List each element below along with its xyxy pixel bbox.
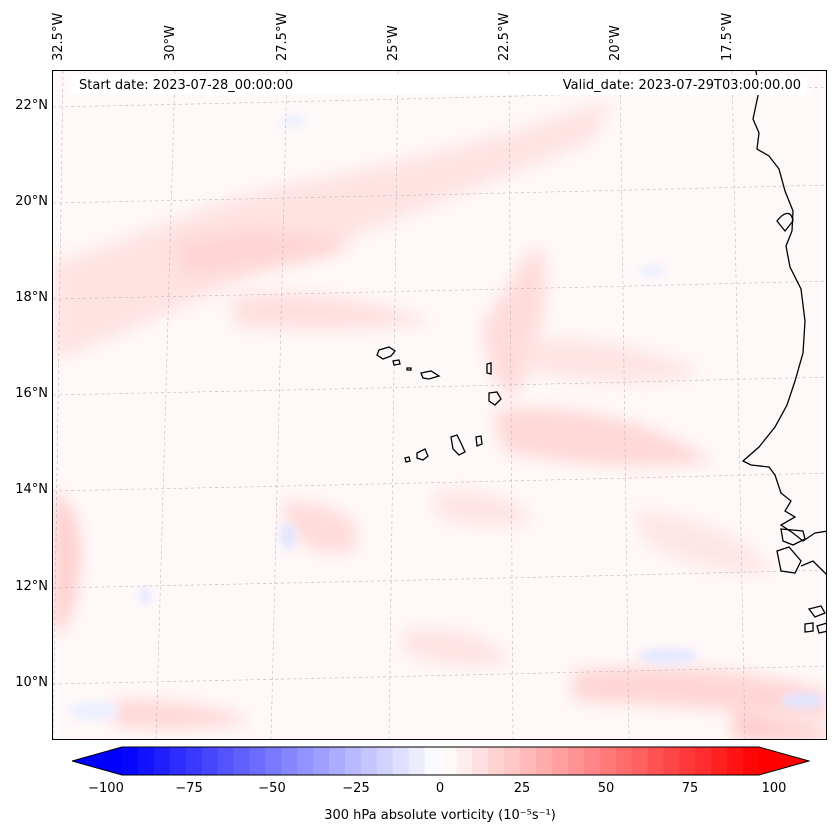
coastline-island-a: [807, 605, 826, 618]
date-info-bar: [72, 75, 807, 95]
coastline-guinea: [800, 560, 826, 575]
island-maio: [475, 435, 483, 447]
colorbar-segment: [424, 747, 441, 775]
colorbar-segment: [536, 747, 553, 775]
colorbar-segment: [504, 747, 521, 775]
colorbar-segment: [727, 747, 744, 775]
coastline-cap-blanc: [776, 212, 794, 233]
lon-label-25w: 25°W: [386, 25, 401, 61]
colorbar-segment: [583, 747, 601, 775]
coastline-guinea-bissau: [780, 528, 806, 546]
lat-label-20n: 20°N: [15, 194, 48, 209]
coastline-island-c: [804, 622, 814, 633]
colorbar-segment: [329, 747, 346, 775]
colorbar-tick: 25: [513, 781, 531, 796]
colorbar-segment: [631, 747, 649, 775]
colorbar-min-arrow: [72, 747, 122, 775]
colorbar-segment: [679, 747, 696, 775]
coastline-main: [741, 71, 826, 542]
island-fogo: [416, 448, 429, 461]
colorbar-segment: [137, 747, 155, 775]
coastline-island-b: [816, 622, 826, 634]
lon-label-32-5w: 32.5°W: [51, 12, 66, 61]
colorbar-segment: [169, 747, 187, 775]
colorbar-segment: [599, 747, 617, 775]
colorbar-segment: [440, 747, 457, 775]
lat-label-10n: 10°N: [15, 675, 48, 690]
cabo-verde-islands: [376, 346, 502, 463]
island-santa-luzia: [406, 367, 412, 371]
colorbar-segment: [265, 747, 282, 775]
lat-label-12n: 12°N: [15, 579, 48, 594]
coastline-bijagos: [776, 546, 802, 574]
colorbar-segment: [153, 747, 171, 775]
map-panel: [52, 70, 827, 740]
colorbar-segment: [185, 747, 203, 775]
colorbar-segment: [297, 747, 314, 775]
lat-label-16n: 16°N: [15, 386, 48, 401]
colorbar-outline: [72, 746, 810, 776]
colorbar-segment: [201, 747, 219, 775]
colorbar-segment: [392, 747, 410, 775]
colorbar-segment: [249, 747, 266, 775]
colorbar-tick: −25: [342, 781, 370, 796]
island-santo-antao: [376, 346, 396, 360]
colorbar: [72, 746, 810, 776]
island-sal: [486, 362, 492, 375]
island-sao-nicolau: [420, 370, 441, 380]
colorbar-segment: [488, 747, 505, 775]
lon-label-30w: 30°W: [163, 25, 178, 61]
colorbar-segment: [456, 747, 473, 775]
negative-vorticity-field: [68, 115, 825, 721]
colorbar-max-arrow: [759, 747, 809, 775]
vorticity-map: [53, 71, 826, 739]
colorbar-tick: −100: [88, 781, 124, 796]
colorbar-segment: [711, 747, 728, 775]
island-boa-vista: [488, 391, 502, 406]
lat-label-22n: 22°N: [15, 98, 48, 113]
map-gridlines: [53, 71, 826, 739]
colorbar-segment: [344, 747, 362, 775]
island-brava: [404, 456, 411, 463]
colorbar-tick: 100: [761, 781, 787, 796]
colorbar-segment: [217, 747, 234, 775]
colorbar-segment: [122, 747, 139, 775]
colorbar-segment: [663, 747, 680, 775]
west-africa-coastline: [741, 71, 826, 634]
colorbar-segment: [472, 747, 489, 775]
island-santiago: [450, 434, 466, 456]
colorbar-segments: [122, 747, 760, 775]
colorbar-segment: [408, 747, 426, 775]
lon-label-22-5w: 22.5°W: [497, 12, 512, 61]
colorbar-segment: [551, 747, 569, 775]
colorbar-segment: [360, 747, 378, 775]
colorbar-segment: [313, 747, 330, 775]
valid-date-text: Valid_date: 2023-07-29T03:00:00.00: [562, 78, 801, 93]
lon-label-20w: 20°W: [608, 25, 623, 61]
colorbar-tick: −75: [175, 781, 203, 796]
colorbar-segment: [520, 747, 537, 775]
colorbar-segment: [695, 747, 712, 775]
colorbar-tick: 50: [597, 781, 615, 796]
lat-label-14n: 14°N: [15, 482, 48, 497]
colorbar-tick: −50: [258, 781, 286, 796]
colorbar-segment: [647, 747, 664, 775]
island-sao-vicente: [392, 359, 401, 366]
lon-label-17-5w: 17.5°W: [720, 12, 735, 61]
colorbar-segment: [567, 747, 585, 775]
lon-label-27-5w: 27.5°W: [275, 12, 290, 61]
colorbar-segment: [281, 747, 298, 775]
colorbar-segment: [233, 747, 250, 775]
lat-label-18n: 18°N: [15, 290, 48, 305]
colorbar-label: 300 hPa absolute vorticity (10⁻⁵s⁻¹): [324, 808, 556, 823]
start-date-text: Start date: 2023-07-28_00:00:00: [79, 78, 294, 93]
colorbar-segment: [615, 747, 633, 775]
colorbar-tick: 0: [435, 781, 445, 796]
colorbar-tick: 75: [681, 781, 699, 796]
colorbar-segment: [376, 747, 394, 775]
colorbar-segment: [743, 747, 760, 775]
